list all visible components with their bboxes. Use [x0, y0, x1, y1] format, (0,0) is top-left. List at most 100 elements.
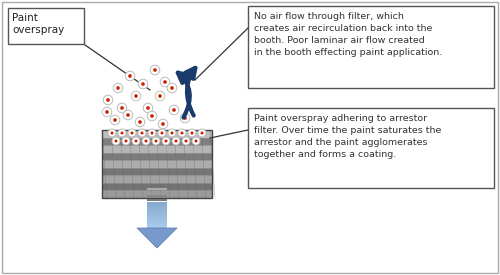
Circle shape	[108, 129, 116, 137]
Bar	[147, 215, 167, 216]
Circle shape	[180, 113, 190, 123]
Bar	[147, 212, 167, 213]
Bar	[147, 214, 167, 215]
Circle shape	[161, 122, 165, 126]
Circle shape	[188, 129, 196, 137]
Bar	[102, 168, 212, 175]
Circle shape	[112, 137, 120, 145]
Circle shape	[131, 91, 141, 101]
Circle shape	[123, 110, 133, 120]
Circle shape	[154, 139, 158, 142]
Circle shape	[163, 80, 167, 84]
Circle shape	[146, 106, 150, 110]
Bar	[147, 217, 167, 218]
Circle shape	[138, 79, 148, 89]
Bar	[102, 130, 212, 198]
Circle shape	[138, 129, 146, 137]
Circle shape	[160, 131, 164, 134]
Bar	[147, 223, 167, 224]
Circle shape	[141, 82, 145, 86]
FancyBboxPatch shape	[8, 8, 84, 44]
Bar	[102, 130, 212, 138]
Circle shape	[172, 108, 176, 112]
Bar	[147, 226, 167, 227]
Circle shape	[144, 139, 148, 142]
Circle shape	[125, 71, 135, 81]
Circle shape	[114, 139, 117, 142]
Bar	[147, 224, 167, 225]
Circle shape	[200, 131, 203, 134]
Bar	[147, 208, 167, 209]
Circle shape	[155, 91, 165, 101]
Text: No air flow through filter, which
creates air recirculation back into the
booth.: No air flow through filter, which create…	[254, 12, 442, 57]
Bar	[147, 195, 167, 197]
Bar	[147, 219, 167, 220]
Circle shape	[142, 137, 150, 145]
Circle shape	[118, 129, 126, 137]
Circle shape	[184, 139, 188, 142]
Circle shape	[116, 86, 120, 90]
Polygon shape	[137, 228, 177, 248]
Bar	[147, 205, 167, 206]
Circle shape	[180, 131, 184, 134]
Circle shape	[150, 65, 160, 75]
Bar	[147, 211, 167, 212]
Circle shape	[120, 106, 124, 110]
Circle shape	[169, 105, 179, 115]
Bar	[147, 210, 167, 211]
Circle shape	[147, 111, 157, 121]
Circle shape	[128, 74, 132, 78]
Bar	[147, 216, 167, 217]
Circle shape	[122, 137, 130, 145]
Bar	[102, 175, 212, 183]
Bar	[147, 213, 167, 214]
Circle shape	[172, 137, 180, 145]
Circle shape	[182, 137, 190, 145]
Circle shape	[103, 95, 113, 105]
Circle shape	[135, 117, 145, 127]
Bar	[102, 145, 212, 153]
Circle shape	[152, 137, 160, 145]
Circle shape	[130, 131, 134, 134]
Circle shape	[158, 119, 168, 129]
Bar	[147, 218, 167, 219]
Bar	[102, 138, 212, 145]
Circle shape	[140, 131, 143, 134]
Circle shape	[128, 129, 136, 137]
Text: Paint
overspray: Paint overspray	[12, 13, 64, 35]
Bar	[147, 188, 167, 190]
Circle shape	[167, 83, 177, 93]
Circle shape	[198, 129, 206, 137]
Circle shape	[168, 129, 176, 137]
Circle shape	[150, 131, 154, 134]
Bar	[102, 191, 212, 198]
Text: Paint overspray adhering to arrestor
filter. Over time the paint saturates the
a: Paint overspray adhering to arrestor fil…	[254, 114, 442, 160]
Circle shape	[162, 137, 170, 145]
Circle shape	[170, 131, 173, 134]
Bar	[147, 225, 167, 226]
Circle shape	[105, 110, 109, 114]
Circle shape	[113, 118, 117, 122]
Bar	[102, 160, 212, 168]
Bar	[147, 204, 167, 205]
Bar	[147, 203, 167, 204]
Circle shape	[120, 131, 124, 134]
Bar	[102, 183, 212, 191]
Circle shape	[174, 139, 178, 142]
Bar	[147, 199, 167, 201]
Circle shape	[150, 114, 154, 118]
Circle shape	[153, 68, 157, 72]
Bar	[102, 153, 212, 160]
Bar	[147, 220, 167, 221]
Bar	[147, 202, 167, 203]
Circle shape	[113, 83, 123, 93]
Circle shape	[126, 113, 130, 117]
Circle shape	[194, 139, 198, 142]
Circle shape	[110, 131, 114, 134]
Circle shape	[178, 129, 186, 137]
Circle shape	[183, 116, 187, 120]
Circle shape	[192, 137, 200, 145]
Circle shape	[138, 120, 142, 124]
Circle shape	[170, 86, 174, 90]
Circle shape	[134, 94, 138, 98]
